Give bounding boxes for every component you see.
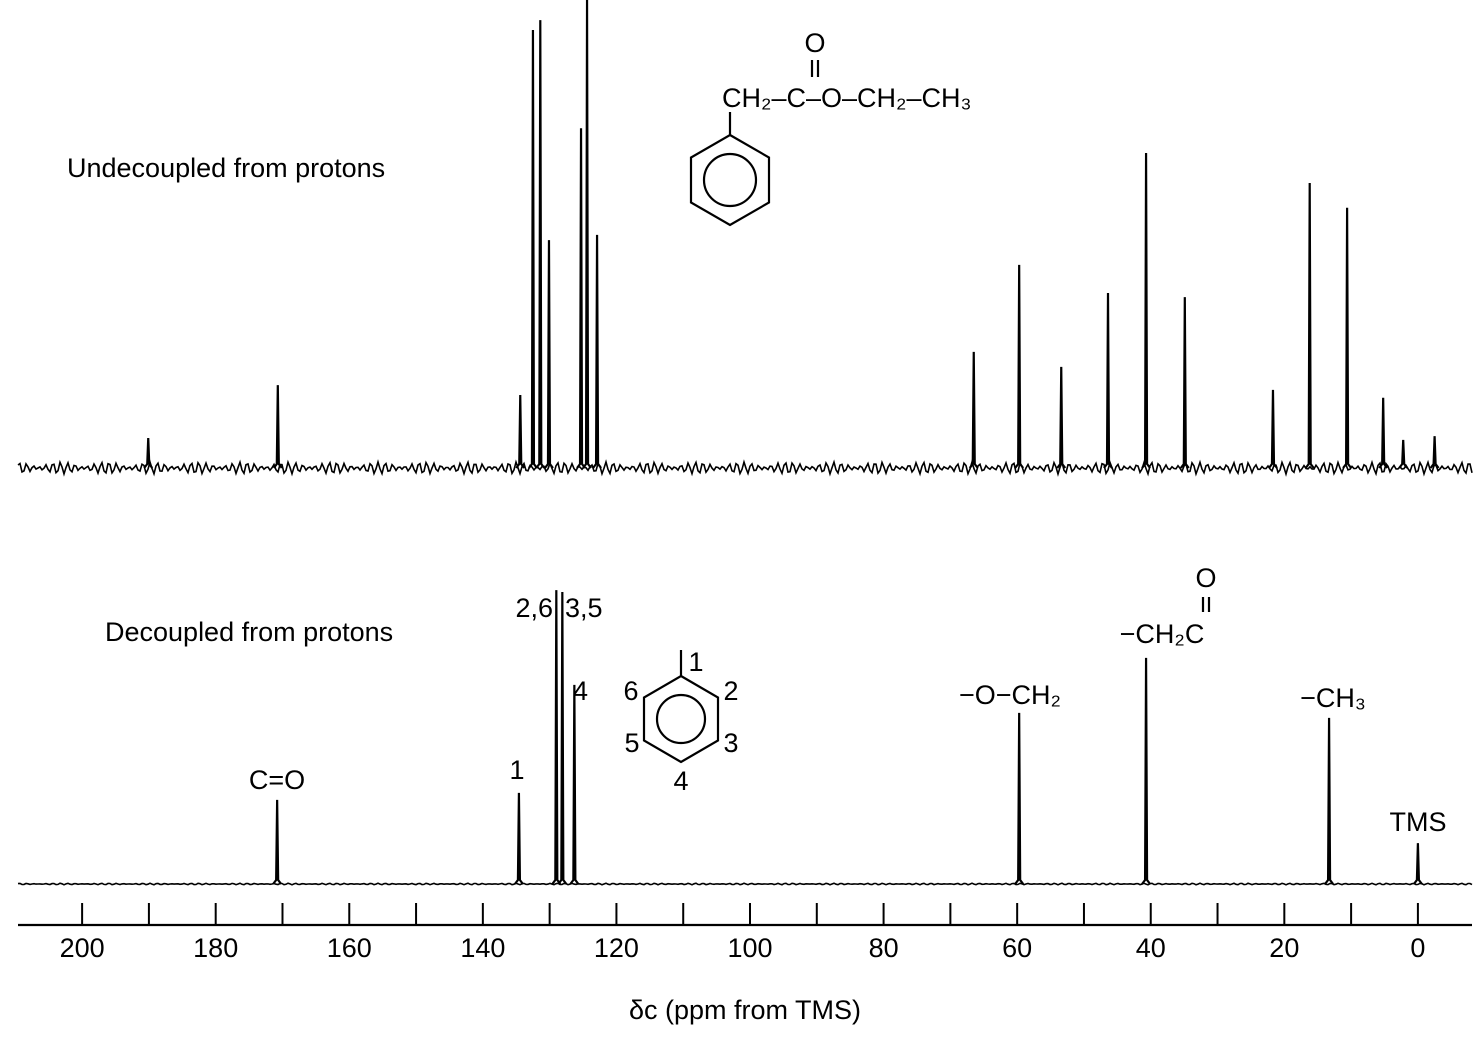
baseline [17, 459, 1473, 477]
x-tick-label: 100 [727, 933, 772, 963]
peak [544, 240, 554, 469]
peak [1103, 292, 1113, 469]
peak-label: −O−CH₂ [959, 680, 1061, 710]
peak [272, 385, 283, 469]
x-tick-label: 200 [60, 933, 105, 963]
x-tick-label: 20 [1269, 933, 1299, 963]
peak-label: 2,6 [515, 593, 553, 623]
peak [582, 0, 592, 469]
ring-label: 6 [623, 676, 638, 706]
peak [1014, 264, 1025, 469]
structure-label: O [1195, 563, 1216, 593]
peak [1378, 397, 1389, 469]
structure [689, 60, 820, 227]
peak [1141, 153, 1151, 469]
peak [557, 591, 568, 885]
peak [1268, 389, 1278, 469]
peak [569, 684, 580, 885]
x-tick-label: 0 [1410, 933, 1425, 963]
peak-label: −CH₃ [1300, 683, 1366, 713]
x-axis-label: δc (ppm from TMS) [629, 995, 861, 1025]
ring-label: 5 [624, 728, 639, 758]
peak [1056, 366, 1067, 469]
peak [514, 792, 524, 885]
x-tick-label: 40 [1136, 933, 1166, 963]
panel-title: Undecoupled from protons [67, 153, 385, 183]
peak [1342, 207, 1352, 469]
peak [528, 29, 538, 469]
peak [576, 128, 586, 469]
peak [1304, 182, 1315, 469]
panel-title: Decoupled from protons [105, 617, 393, 647]
x-tick-label: 140 [460, 933, 505, 963]
peak [551, 590, 562, 885]
peak [535, 20, 546, 469]
ring-label: 2 [723, 676, 738, 706]
peak [272, 799, 283, 885]
peak-label: 4 [573, 676, 588, 706]
structure [642, 597, 1211, 764]
peak-label: TMS [1390, 807, 1447, 837]
x-tick-label: 60 [1002, 933, 1032, 963]
x-tick-label: 120 [594, 933, 639, 963]
peak [1141, 657, 1151, 885]
x-tick-label: 80 [869, 933, 899, 963]
peak-label: 1 [509, 755, 524, 785]
ring-label: 3 [723, 728, 738, 758]
peak [1014, 712, 1025, 885]
peak [1324, 717, 1334, 885]
x-tick-label: 180 [193, 933, 238, 963]
ring-label: 4 [673, 766, 688, 796]
peak [1429, 436, 1440, 469]
peak [592, 234, 602, 469]
peak [143, 438, 154, 469]
peak [1179, 297, 1190, 469]
ring-label: 1 [688, 647, 703, 677]
peak-label: C=O [249, 765, 305, 795]
x-tick-label: 160 [327, 933, 372, 963]
peak-label: −CH₂C [1120, 619, 1205, 649]
structure-label: O [804, 28, 825, 58]
peak [515, 394, 526, 469]
baseline [17, 882, 1473, 886]
structure-label: CH₂–C–O–CH₂–CH₃ [722, 83, 972, 113]
peak [968, 351, 979, 469]
peak [1398, 439, 1409, 469]
peak-label: 3,5 [565, 593, 603, 623]
peak [1413, 843, 1423, 885]
